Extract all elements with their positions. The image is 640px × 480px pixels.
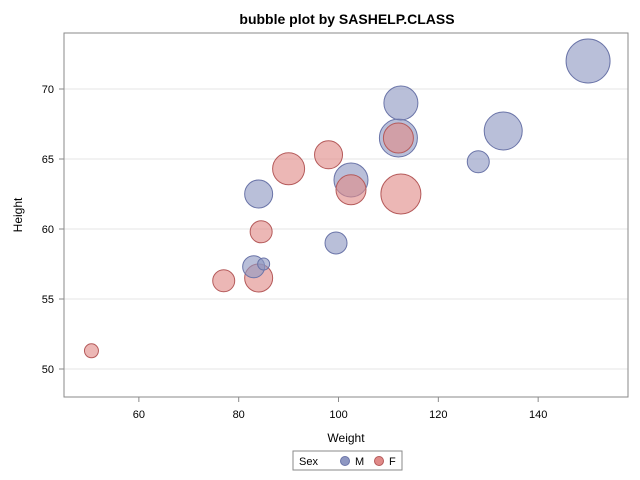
x-tick-label: 80 xyxy=(233,409,245,421)
y-tick-label: 70 xyxy=(42,84,54,96)
bubble-f xyxy=(212,269,236,293)
bubble-f xyxy=(335,174,367,206)
x-axis-label: Weight xyxy=(327,431,365,445)
bubble-layer xyxy=(83,38,611,359)
y-tick-label: 55 xyxy=(42,294,54,306)
x-tick-label: 100 xyxy=(329,409,347,421)
y-tick-label: 60 xyxy=(42,224,54,236)
bubble-f xyxy=(249,220,273,244)
bubble-f xyxy=(83,343,99,359)
y-axis-ticks: 50 55 60 65 70 xyxy=(42,84,64,376)
legend-label-f: F xyxy=(389,456,396,468)
chart-title: bubble plot by SASHELP.CLASS xyxy=(239,11,454,27)
bubble-m xyxy=(257,257,271,271)
bubble-m xyxy=(324,231,348,255)
bubble-m xyxy=(466,150,490,174)
legend: Sex M F xyxy=(292,450,403,471)
y-tick-label: 50 xyxy=(42,364,54,376)
x-axis-ticks: 60 80 100 120 140 xyxy=(133,397,547,421)
bubble-f xyxy=(314,140,344,170)
bubble-f xyxy=(380,173,422,215)
x-tick-label: 140 xyxy=(529,409,547,421)
grid xyxy=(64,88,628,370)
bubble-m xyxy=(244,179,274,209)
legend-label-m: M xyxy=(355,456,364,468)
y-axis-label: Height xyxy=(11,197,25,232)
legend-title: Sex xyxy=(299,456,318,468)
bubble-m xyxy=(565,38,611,84)
legend-marker-m xyxy=(340,456,350,466)
bubble-m xyxy=(483,111,523,151)
bubble-f xyxy=(272,152,306,186)
plot-frame xyxy=(63,32,629,398)
bubble-f xyxy=(382,122,414,154)
legend-marker-f xyxy=(374,456,384,466)
bubble-m xyxy=(383,85,419,121)
y-tick-label: 65 xyxy=(42,154,54,166)
x-tick-label: 60 xyxy=(133,409,145,421)
x-tick-label: 120 xyxy=(429,409,447,421)
